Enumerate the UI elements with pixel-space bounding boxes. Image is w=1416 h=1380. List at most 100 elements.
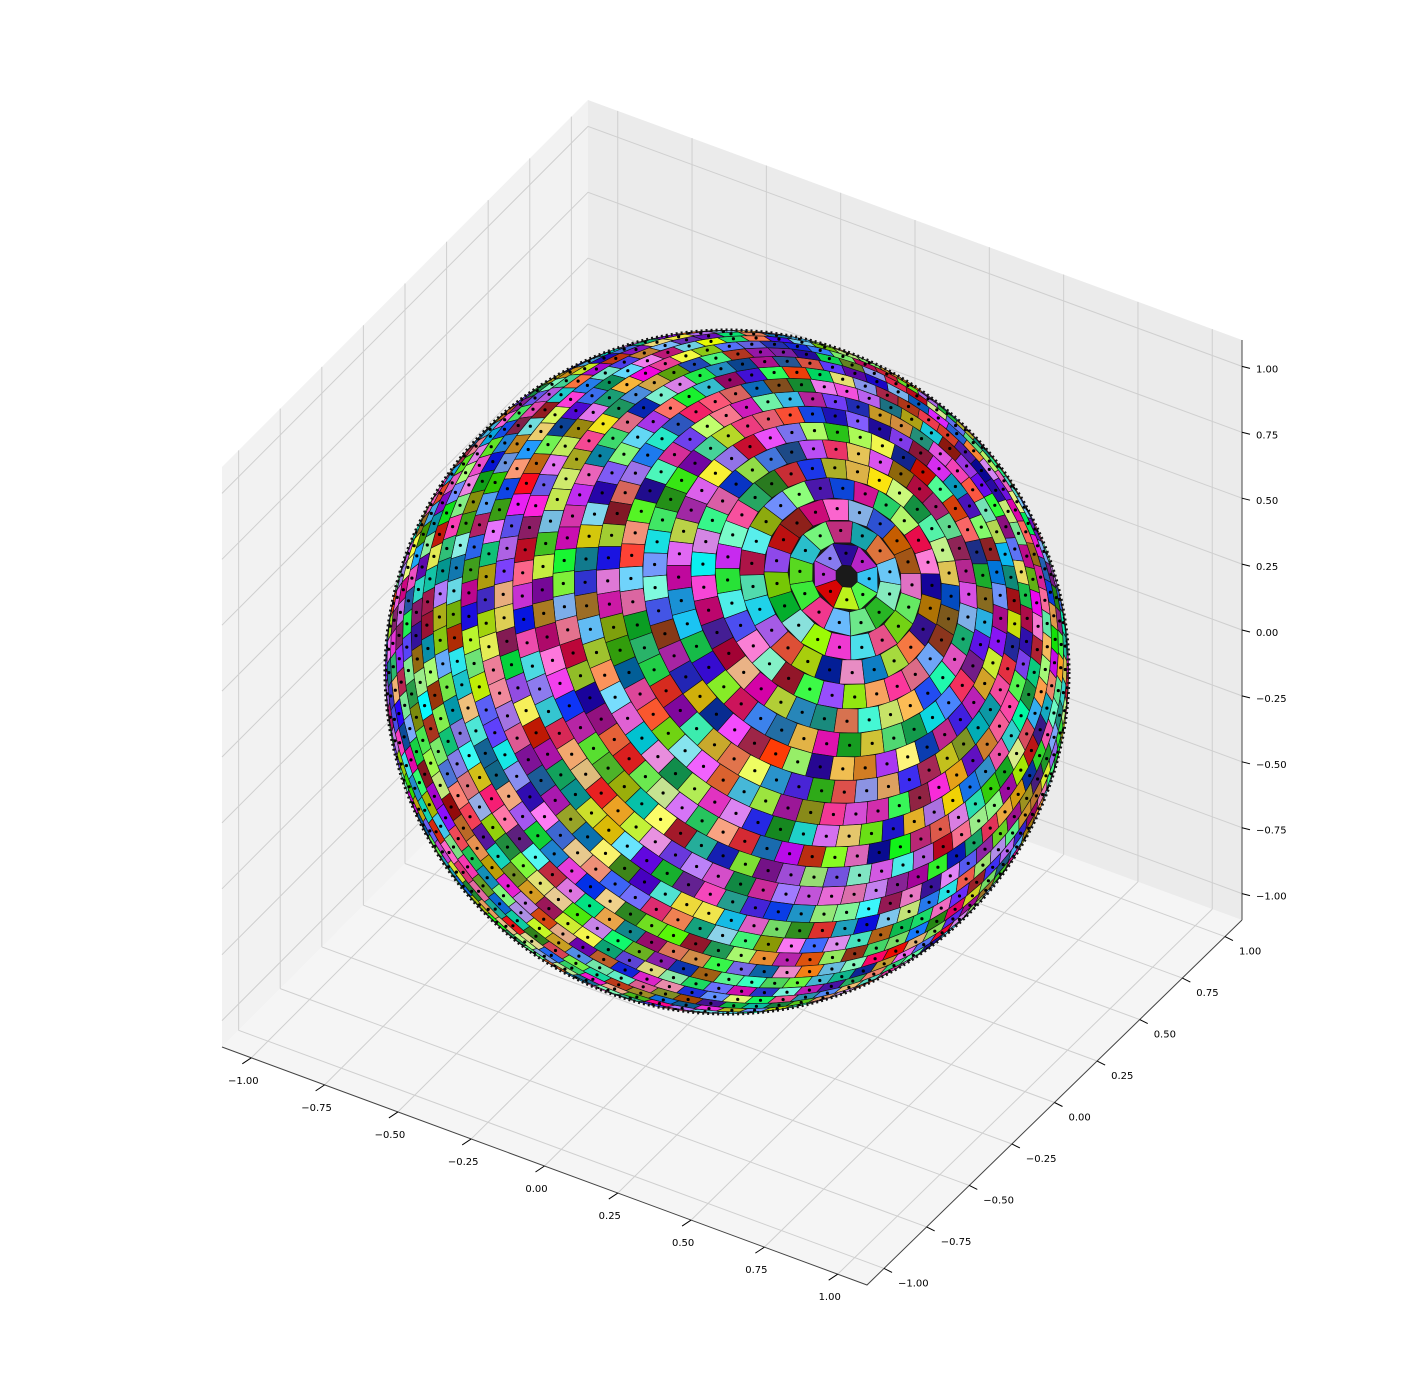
cell-center-point (985, 742, 989, 746)
y-tick-mark (883, 1267, 893, 1273)
z-tick-label: 1.00 (1256, 364, 1278, 375)
cell-center-point (1039, 575, 1043, 579)
cell-center-point (451, 845, 456, 849)
cell-center-point (1010, 645, 1015, 649)
cell-center-point (812, 875, 816, 879)
cell-center-point (895, 684, 899, 688)
cell-center-point (937, 785, 941, 790)
cell-center-point (671, 976, 676, 980)
cell-center-point (698, 373, 702, 378)
cell-center-point (948, 874, 952, 878)
cell-center-point (688, 437, 692, 441)
cell-center-point (1006, 509, 1010, 513)
cell-center-point (529, 890, 533, 894)
cell-center-point (724, 413, 728, 418)
cell-center-point (542, 611, 546, 616)
cell-center-point (398, 741, 402, 745)
cell-center-point (452, 636, 457, 640)
cell-center-point (807, 894, 811, 898)
cell-center-point (458, 503, 462, 507)
cell-center-point (781, 538, 786, 542)
cell-center-point (606, 556, 611, 560)
cell-center-point (930, 715, 935, 720)
cell-center-point (882, 962, 886, 966)
cell-center-point (606, 948, 610, 952)
cell-center-point (602, 957, 606, 962)
cell-center-point (766, 869, 770, 873)
cell-center-point (562, 605, 567, 609)
cell-center-point (611, 436, 615, 440)
x-tick-mark (681, 1219, 692, 1227)
cell-center-point (557, 731, 561, 735)
cell-center-point (521, 571, 525, 575)
cell-center-point (1049, 572, 1053, 577)
cell-center-point (850, 363, 854, 367)
cell-center-point (526, 758, 530, 762)
cell-center-point (538, 881, 542, 885)
cell-center-point (742, 670, 746, 675)
cell-center-point (734, 392, 738, 396)
cell-center-point (1038, 728, 1042, 732)
cell-center-point (677, 335, 681, 339)
cell-center-point (1019, 768, 1023, 772)
z-tick-mark (1241, 827, 1251, 831)
cell-center-point (808, 958, 812, 962)
cell-center-point (953, 484, 958, 489)
cell-center-point (591, 977, 595, 981)
cell-center-point (415, 657, 419, 661)
y-tick-label: 0.25 (1111, 1071, 1133, 1082)
cell-center-point (461, 870, 465, 875)
cell-center-point (783, 604, 787, 608)
cell-center-point (487, 645, 491, 649)
y-tick-mark (1054, 1102, 1063, 1107)
cell-center-point (446, 739, 450, 744)
cell-center-point (566, 628, 570, 632)
cell-center-point (906, 560, 910, 564)
cell-center-point (1015, 500, 1019, 504)
cell-center-point (586, 935, 590, 939)
cell-center-point (988, 547, 993, 551)
cell-center-point (715, 630, 719, 635)
cell-center-point (863, 384, 867, 388)
cell-center-point (899, 472, 903, 476)
cell-center-point (865, 923, 869, 927)
cell-center-point (872, 371, 876, 375)
cell-center-point (980, 483, 984, 487)
cell-center-point (789, 472, 793, 476)
cell-center-point (449, 805, 453, 809)
cell-center-point (971, 488, 975, 492)
cell-center-point (585, 604, 589, 608)
gridline-z (221, 257, 1243, 626)
cell-center-point (450, 481, 454, 485)
cell-center-point (759, 716, 763, 721)
cell-center-point (888, 713, 893, 717)
cell-center-point (917, 402, 921, 406)
cell-center-point (831, 812, 836, 817)
cell-center-point (758, 998, 763, 1002)
cell-center-point (454, 566, 458, 570)
cell-center-point (552, 852, 556, 856)
cell-center-point (877, 610, 881, 614)
cell-center-point (656, 755, 660, 759)
cell-center-point (491, 529, 495, 534)
cell-center-point (970, 894, 975, 898)
cell-center-point (599, 791, 603, 795)
cell-center-point (562, 558, 566, 563)
cell-center-point (614, 356, 618, 360)
cell-center-point (753, 906, 758, 910)
cell-center-point (789, 944, 794, 948)
cell-center-point (545, 635, 549, 639)
cell-center-point (739, 967, 743, 971)
cell-center-point (445, 511, 449, 515)
cell-center-point (607, 917, 612, 922)
cell-center-point (798, 929, 802, 933)
cell-center-point (439, 491, 443, 495)
cell-center-point (936, 865, 940, 869)
cell-center-point (629, 576, 633, 581)
cell-center-point (573, 792, 578, 797)
cell-center-point (531, 407, 535, 411)
cell-center-point (1035, 544, 1040, 548)
cell-center-point (727, 651, 731, 656)
cell-center-point (454, 870, 458, 874)
cell-center-point (516, 502, 520, 506)
